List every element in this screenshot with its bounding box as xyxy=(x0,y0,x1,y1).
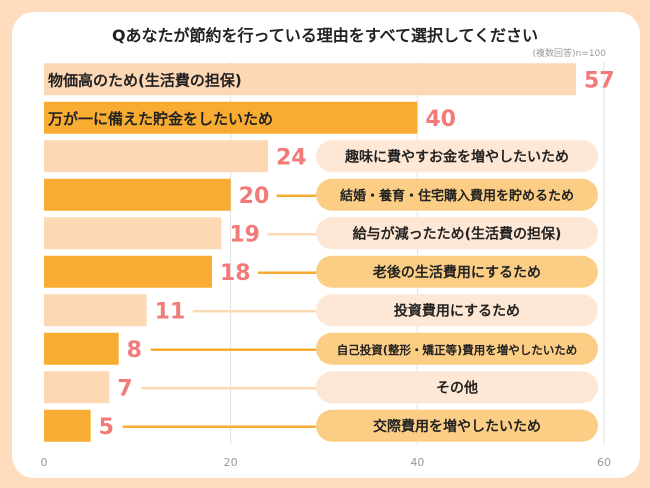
category-label: 趣味に費やすお金を増やしたいため xyxy=(344,148,569,165)
category-label: 物価高のため(生活費の担保) xyxy=(48,71,242,89)
bar xyxy=(44,63,576,96)
x-tick-label: 20 xyxy=(224,456,238,469)
category-pill xyxy=(316,409,598,442)
category-pill xyxy=(316,217,598,250)
category-label: 結婚・養育・住宅購入費用を貯めるため xyxy=(340,188,574,204)
category-label: 老後の生活費用にするため xyxy=(373,264,541,281)
bar xyxy=(44,371,110,404)
sample-note: (複数回答)n=100 xyxy=(532,49,606,59)
x-tick-label: 60 xyxy=(597,456,611,469)
bar xyxy=(44,178,231,211)
bar xyxy=(44,101,418,134)
category-label: 自己投資(整形・矯正等)費用を増やしたいため xyxy=(337,343,578,357)
category-label: 投資費用にするため xyxy=(394,302,520,319)
category-pill xyxy=(316,178,598,211)
bar xyxy=(44,217,222,250)
category-label: 万が一に備えた貯金をしたいため xyxy=(47,110,273,128)
value-label: 57 xyxy=(584,68,615,93)
category-label: その他 xyxy=(436,379,478,396)
value-label: 19 xyxy=(229,222,260,247)
bar xyxy=(44,140,268,173)
bar xyxy=(44,332,119,365)
chart-title: Qあなたが節約を行っている理由をすべて選択してください xyxy=(111,26,539,45)
value-label: 7 xyxy=(117,376,132,401)
value-label: 8 xyxy=(127,338,142,363)
category-pill xyxy=(316,332,598,365)
value-label: 18 xyxy=(220,261,251,286)
value-label: 24 xyxy=(276,145,307,170)
bar xyxy=(44,255,212,288)
value-label: 40 xyxy=(425,107,456,132)
category-pill xyxy=(316,140,598,173)
category-pill xyxy=(316,294,598,327)
value-label: 20 xyxy=(239,184,270,209)
value-label: 5 xyxy=(99,415,114,440)
category-label: 交際費用を増やしたいため xyxy=(373,418,541,435)
category-pill xyxy=(316,371,598,404)
category-label: 給与が減ったため(生活費の担保) xyxy=(353,225,562,242)
value-label: 11 xyxy=(155,299,186,324)
x-tick-label: 40 xyxy=(410,456,424,469)
bar xyxy=(44,409,91,442)
category-pill xyxy=(316,255,598,288)
bar xyxy=(44,294,147,327)
x-tick-label: 0 xyxy=(41,456,48,469)
